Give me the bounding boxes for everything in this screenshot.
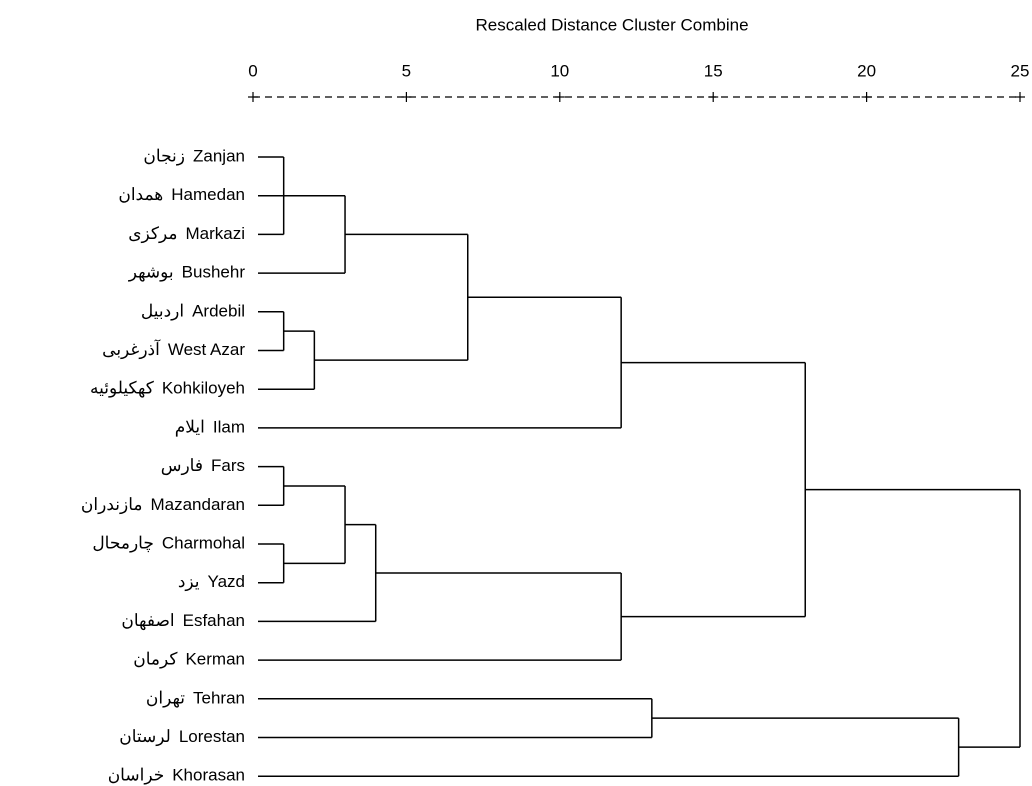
leaf-label-fa: مازندران	[81, 495, 143, 515]
leaf-label-fa: خراسان	[108, 766, 165, 786]
merge	[258, 717, 960, 777]
leaf-label: Markazi	[185, 224, 245, 243]
leaf-label-fa: اصفهان	[121, 611, 174, 631]
merge	[258, 465, 285, 507]
leaf-label: Yazd	[208, 572, 246, 591]
leaf-label: Ardebil	[192, 301, 245, 320]
leaf-label: Lorestan	[179, 727, 245, 746]
leaf-label-fa: کهکیلوئیه	[90, 379, 155, 399]
leaf-label: West Azar	[168, 340, 245, 359]
leaf-label: Fars	[211, 456, 245, 475]
leaf-label-fa: آذرغربی	[102, 338, 161, 360]
merge	[258, 698, 653, 739]
leaf-label-fa: زنجان	[143, 146, 185, 166]
leaf-label-fa: چارمحال	[92, 533, 154, 553]
merge	[258, 296, 622, 429]
x-tick-label: 15	[704, 61, 723, 80]
x-tick-label: 5	[402, 61, 411, 80]
merge	[805, 488, 1021, 748]
leaf-label: Kohkiloyeh	[162, 379, 245, 398]
merge	[258, 523, 377, 623]
merge	[283, 485, 346, 565]
x-tick-label: 0	[248, 61, 257, 80]
leaf-label: Zanjan	[193, 146, 245, 165]
leaf-label-fa: یزد	[178, 572, 200, 592]
leaf-label-fa: مرکزی	[128, 224, 177, 244]
leaf-label-fa: کرمان	[133, 650, 178, 670]
merge	[258, 311, 285, 352]
leaf-label: Charmohal	[162, 533, 245, 552]
leaf-label: Kerman	[185, 650, 245, 669]
leaf-label-fa: همدان	[118, 185, 163, 204]
leaf-label: Tehran	[193, 688, 245, 707]
leaf-label: Mazandaran	[150, 495, 245, 514]
merge	[621, 361, 806, 618]
merge	[314, 233, 469, 361]
leaf-label: Esfahan	[183, 611, 245, 630]
merge	[258, 543, 285, 584]
leaf-label: Hamedan	[171, 185, 245, 204]
leaf-label-fa: بوشهر	[128, 263, 174, 283]
merge	[258, 156, 285, 236]
merge	[258, 572, 622, 661]
leaf-label-fa: لرستان	[119, 727, 171, 747]
leaf-label-fa: ایلام	[175, 417, 205, 437]
leaf-label-fa: اردبیل	[141, 301, 184, 321]
leaf-label: Ilam	[213, 417, 245, 436]
leaf-label: Khorasan	[172, 766, 245, 785]
leaf-label-fa: فارس	[161, 456, 203, 476]
merge	[258, 330, 316, 390]
leaf-label-fa: تهران	[146, 688, 185, 708]
x-tick-label: 25	[1011, 61, 1030, 80]
leaf-label: Bushehr	[182, 263, 246, 282]
x-tick-label: 10	[550, 61, 569, 80]
chart-title: Rescaled Distance Cluster Combine	[475, 15, 748, 34]
x-tick-label: 20	[857, 61, 876, 80]
